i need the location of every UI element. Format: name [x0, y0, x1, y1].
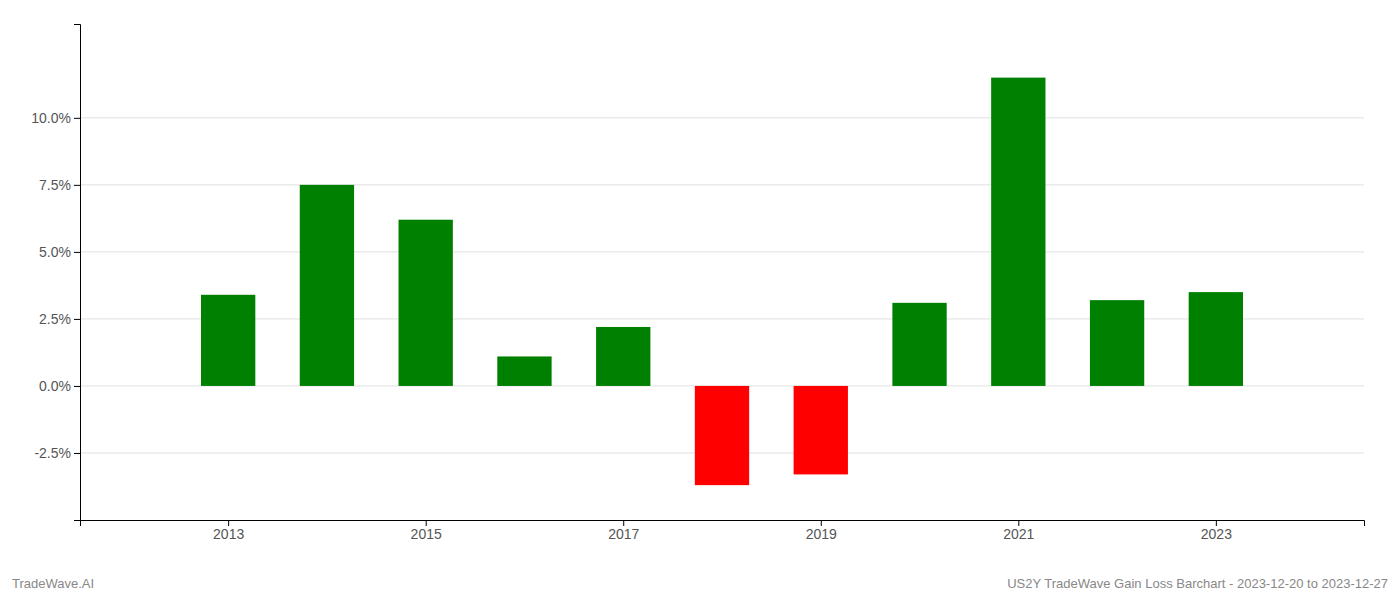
x-axis-tick: 2013	[213, 520, 244, 542]
y-axis-tick-label: 2.5%	[39, 311, 71, 327]
bar	[892, 303, 946, 386]
x-axis-tick: 2017	[608, 520, 639, 542]
grid-line	[80, 251, 1364, 252]
y-axis-tick-label: 5.0%	[39, 244, 71, 260]
y-axis-tick-mark	[74, 185, 80, 186]
plot: 2013 2015 2017 2019 2021 2023 -2.5% 0.0% 2.5% 5.0…	[31, 25, 1364, 542]
x-axis-tick-label: 2015	[411, 526, 442, 542]
y-axis-tick: -2.5%	[34, 445, 80, 461]
bar	[201, 295, 255, 386]
y-axis-tick-label: 0.0%	[39, 378, 71, 394]
bar	[991, 78, 1045, 386]
y-axis-tick: 2.5%	[39, 311, 80, 327]
footer-text: US2Y TradeWave Gain Loss Barchart - 2023…	[1007, 576, 1388, 591]
x-axis-tick: 2015	[411, 520, 442, 542]
bar	[300, 185, 354, 386]
y-axis-tick: 5.0%	[39, 244, 80, 260]
grid-line	[80, 117, 1364, 118]
x-axis-tick-label: 2013	[213, 526, 244, 542]
y-axis-tick: 0.0%	[39, 378, 80, 394]
y-axis-tick: 10.0%	[31, 110, 80, 126]
y-axis-tick-mark	[74, 252, 80, 253]
y-axis-tick: 7.5%	[39, 177, 80, 193]
bar	[1090, 300, 1144, 386]
y-axis-tick-label: 10.0%	[31, 110, 71, 126]
y-axis-tick-mark	[74, 319, 80, 320]
x-axis-tick-label: 2019	[806, 526, 837, 542]
x-axis-tick-label: 2023	[1201, 526, 1232, 542]
grid-line	[80, 318, 1364, 319]
x-axis-tick-label: 2021	[1003, 526, 1034, 542]
x-axis: 2013 2015 2017 2019 2021 2023	[81, 520, 1365, 542]
bar	[596, 327, 650, 386]
x-axis-tick-label: 2017	[608, 526, 639, 542]
y-axis-tick-mark	[74, 453, 80, 454]
footer-text: TradeWave.AI	[12, 576, 94, 591]
y-axis-tick-mark	[74, 118, 80, 119]
y-axis-tick-label: 7.5%	[39, 177, 71, 193]
y-axis: -2.5% 0.0% 2.5% 5.0% 7.5% 10.0%	[31, 25, 80, 521]
y-axis-tick-mark	[74, 386, 80, 387]
grid-line	[80, 184, 1364, 185]
bars	[201, 78, 1243, 486]
bar	[794, 386, 848, 474]
x-axis-tick: 2023	[1201, 520, 1232, 542]
bar	[399, 220, 453, 386]
bar	[497, 356, 551, 385]
bar	[1189, 292, 1243, 386]
x-axis-line	[81, 521, 1365, 527]
y-axis-line	[74, 25, 81, 521]
x-axis-tick: 2021	[1003, 520, 1034, 542]
y-axis-tick-label: -2.5%	[34, 445, 71, 461]
x-axis-tick: 2019	[806, 520, 837, 542]
bar	[695, 386, 749, 485]
chart: 2013 2015 2017 2019 2021 2023 -2.5% 0.0% 2.5% 5.0…	[0, 0, 1400, 600]
